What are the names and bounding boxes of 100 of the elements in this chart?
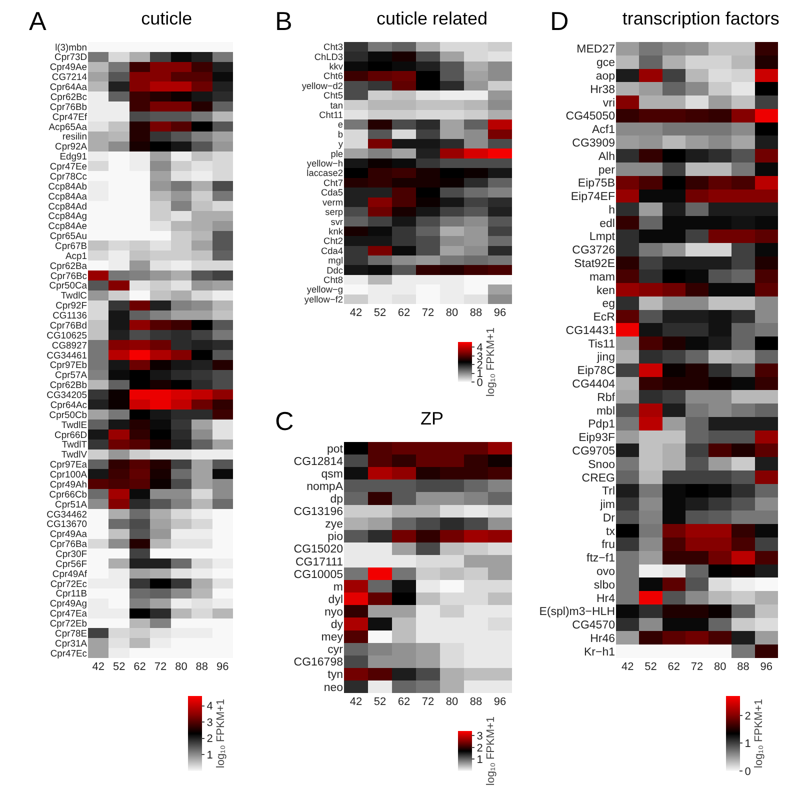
y-tick-label: mgl bbox=[328, 256, 343, 266]
x-tick-label: 96 bbox=[494, 307, 506, 319]
y-tick-label: Kr−h1 bbox=[584, 646, 615, 658]
y-tick-label: Cpr97Eb bbox=[50, 359, 87, 370]
y-tick-label: Cpr62Bb bbox=[50, 379, 87, 390]
y-tick-label: Eip78C bbox=[577, 365, 615, 378]
y-tick-label: CG10625 bbox=[46, 329, 87, 340]
x-tick-label: 72 bbox=[154, 661, 167, 673]
y-tick-label: TwdlC bbox=[60, 290, 88, 301]
color-bar-title: log₁₀ FPKM+1 bbox=[484, 716, 497, 786]
color-bar-label: 3 bbox=[476, 730, 483, 743]
y-tick-label: ChLD3 bbox=[314, 52, 343, 62]
y-tick-label: CG16798 bbox=[294, 656, 343, 669]
y-tick-label: neo bbox=[324, 682, 343, 694]
y-tick-label: Cpr97Ea bbox=[50, 458, 88, 470]
y-tick-label: Cht7 bbox=[324, 178, 343, 188]
chart-title: transcription factors bbox=[622, 8, 780, 29]
y-tick-label: Cpr73D bbox=[54, 51, 88, 62]
y-tick-label: Stat92E bbox=[574, 258, 616, 270]
y-tick-label: jim bbox=[599, 499, 615, 512]
y-tick-label: CG8927 bbox=[52, 339, 87, 350]
y-tick-label: dy bbox=[330, 619, 344, 632]
color-bar-title: log₁₀ FPKM+1 bbox=[214, 698, 227, 768]
y-tick-label: Cht11 bbox=[319, 110, 343, 120]
x-tick-label: 72 bbox=[690, 661, 704, 673]
x-tick-label: 72 bbox=[422, 696, 434, 708]
y-tick-label: Cpr49Af bbox=[52, 568, 88, 579]
y-tick-label: MED27 bbox=[576, 44, 615, 56]
y-tick-label: Trl bbox=[602, 486, 615, 498]
y-tick-label: Cda5 bbox=[320, 188, 343, 198]
y-tick-label: Alh bbox=[598, 150, 615, 163]
y-tick-label: e bbox=[338, 120, 343, 130]
x-tick-label: 96 bbox=[494, 696, 506, 708]
color-bar-title: log₁₀ FPKM+1 bbox=[752, 698, 765, 768]
x-tick-label: 62 bbox=[398, 696, 410, 708]
y-tick-label: fru bbox=[602, 539, 615, 552]
x-tick-label: 52 bbox=[644, 661, 657, 673]
y-tick-label: Cpr50Ca bbox=[49, 280, 88, 291]
y-tick-label: Pdp1 bbox=[588, 418, 615, 431]
y-tick-label: Ccp84Ab bbox=[48, 180, 87, 192]
x-tick-label: 88 bbox=[470, 696, 482, 708]
chart-title: ZP bbox=[420, 408, 444, 429]
text: C bbox=[275, 406, 294, 436]
y-tick-label: Cpr67B bbox=[55, 240, 87, 251]
y-tick-label: verm bbox=[322, 197, 344, 208]
x-tick-label: 62 bbox=[398, 307, 410, 319]
y-tick-label: Acf1 bbox=[592, 124, 615, 136]
y-tick-label: Cpr92A bbox=[55, 140, 88, 152]
y-tick-label: CG10005 bbox=[294, 568, 343, 581]
y-tick-label: Cpr47Ee bbox=[50, 160, 87, 172]
text: D bbox=[550, 6, 569, 36]
y-tick-label: edl bbox=[600, 218, 615, 230]
x-tick-label: 42 bbox=[350, 307, 362, 319]
y-tick-label: yellow−d2 bbox=[302, 80, 343, 91]
y-tick-label: Cpr65Au bbox=[50, 230, 87, 242]
y-tick-label: CG13670 bbox=[46, 518, 87, 530]
y-tick-label: ftz−f1 bbox=[586, 552, 615, 565]
color-bar-label: 1 bbox=[744, 738, 751, 750]
y-tick-label: Cht8 bbox=[324, 274, 343, 285]
y-tick-label: Cht2 bbox=[324, 236, 343, 246]
y-tick-label: dp bbox=[330, 494, 343, 506]
x-tick-label: 52 bbox=[374, 307, 386, 319]
x-tick-label: 80 bbox=[446, 696, 458, 708]
y-tick-label: Hr4 bbox=[596, 592, 616, 605]
y-tick-label: kkv bbox=[329, 61, 344, 72]
text: B bbox=[275, 6, 292, 36]
y-tick-label: Ccp84Ad bbox=[48, 200, 87, 212]
x-tick-label: 80 bbox=[714, 661, 726, 673]
x-tick-label: 52 bbox=[374, 696, 386, 708]
y-tick-label: resilin bbox=[62, 130, 87, 142]
y-tick-label: h bbox=[608, 204, 615, 216]
y-tick-label: aop bbox=[596, 70, 615, 83]
y-tick-label: Acp65Aa bbox=[48, 120, 88, 132]
y-tick-label: ovo bbox=[596, 566, 615, 578]
y-tick-label: Dr bbox=[602, 512, 616, 524]
y-tick-label: serp bbox=[325, 207, 343, 218]
y-tick-label: CG34461 bbox=[46, 349, 87, 360]
text: A bbox=[29, 6, 47, 36]
y-tick-label: per bbox=[598, 164, 616, 176]
y-tick-label: Cpr66Cb bbox=[49, 488, 87, 500]
y-tick-label: Eip93F bbox=[578, 432, 615, 444]
y-tick-label: Cpr62Ba bbox=[50, 260, 88, 271]
color-bar-label: 0 bbox=[476, 376, 483, 389]
color-bar-label: 2 bbox=[206, 733, 213, 746]
y-tick-label: Cpr76Ba bbox=[50, 538, 88, 550]
y-tick-label: ken bbox=[596, 284, 615, 297]
y-tick-label: Cpr64Aa bbox=[50, 81, 88, 92]
y-tick-label: TwdlV bbox=[61, 448, 88, 460]
y-tick-label: Cpr30F bbox=[56, 548, 88, 559]
y-tick-label: Cpr51A bbox=[55, 498, 88, 510]
x-tick-label: 96 bbox=[216, 661, 229, 673]
y-tick-label: Edg91 bbox=[60, 150, 87, 162]
color-bar-label: 2 bbox=[476, 742, 483, 754]
y-tick-label: CG12814 bbox=[294, 456, 344, 468]
color-bar-title: log₁₀ FPKM+1 bbox=[484, 327, 497, 397]
y-tick-label: eg bbox=[602, 298, 615, 310]
chart-title: cuticle bbox=[141, 8, 192, 29]
y-tick-label: Ddc bbox=[326, 265, 344, 276]
x-tick-label: 52 bbox=[112, 661, 126, 673]
y-tick-label: Cpr62Bc bbox=[50, 90, 88, 102]
